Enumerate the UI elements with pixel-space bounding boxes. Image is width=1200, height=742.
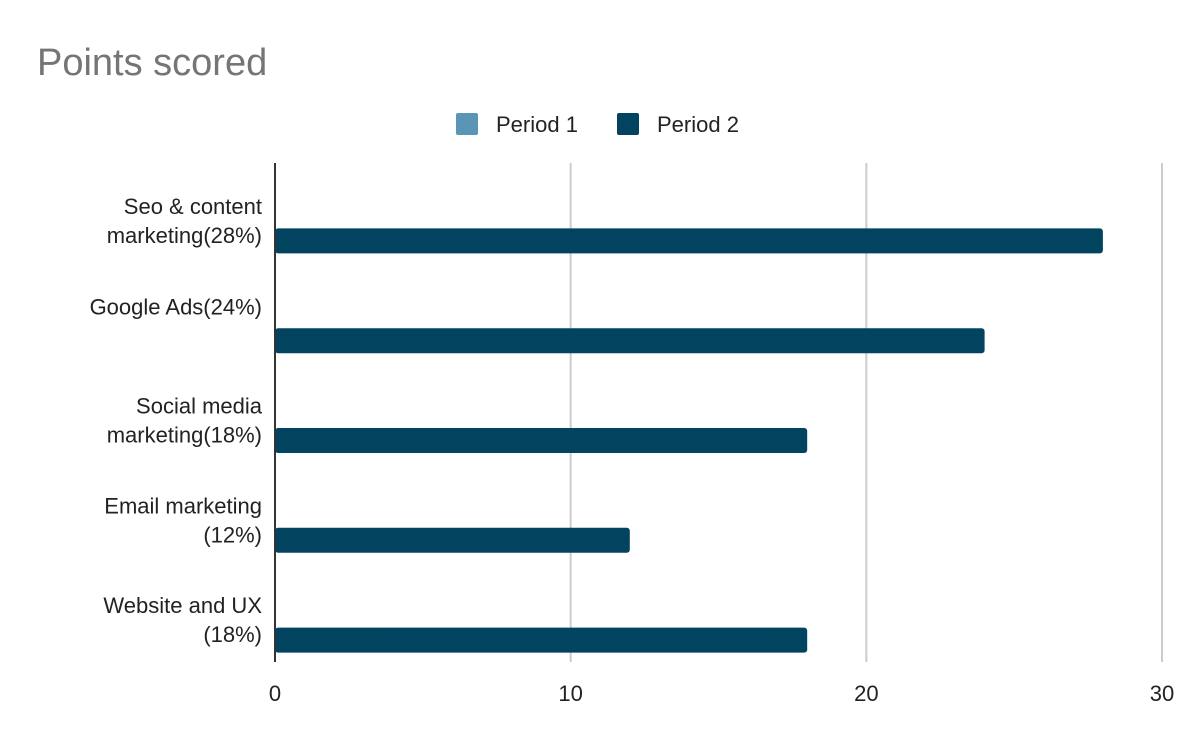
bars [275, 228, 1103, 653]
x-tick-labels: 0 10 20 30 [269, 681, 1174, 706]
chart-title: Points scored [37, 42, 267, 84]
legend-swatch-1 [456, 113, 478, 135]
bar-2-1 [275, 328, 985, 354]
category-label: Seo & content [124, 194, 262, 219]
category-label: marketing(28%) [107, 223, 262, 248]
legend-label-1: Period 1 [496, 112, 578, 137]
legend-label-2: Period 2 [657, 112, 739, 137]
category-label: marketing(18%) [107, 423, 262, 448]
x-tick-label: 20 [854, 681, 878, 706]
bar-2-4 [275, 627, 808, 653]
category-label: Email marketing [104, 493, 262, 518]
bar-2-0 [275, 228, 1103, 254]
legend: Period 1 Period 2 [456, 112, 739, 137]
category-label: (12%) [203, 522, 262, 547]
x-tick-label: 10 [558, 681, 582, 706]
category-labels: Seo & content marketing(28%) Google Ads(24… [90, 194, 263, 647]
bar-2-3 [275, 527, 630, 553]
category-label: Website and UX [103, 593, 262, 618]
category-label: Google Ads(24%) [90, 295, 262, 320]
x-tick-label: 30 [1150, 681, 1174, 706]
category-label: (18%) [203, 622, 262, 647]
x-tick-label: 0 [269, 681, 281, 706]
category-label: Social media [136, 394, 263, 419]
legend-swatch-2 [617, 113, 639, 135]
bar-2-2 [275, 428, 808, 453]
